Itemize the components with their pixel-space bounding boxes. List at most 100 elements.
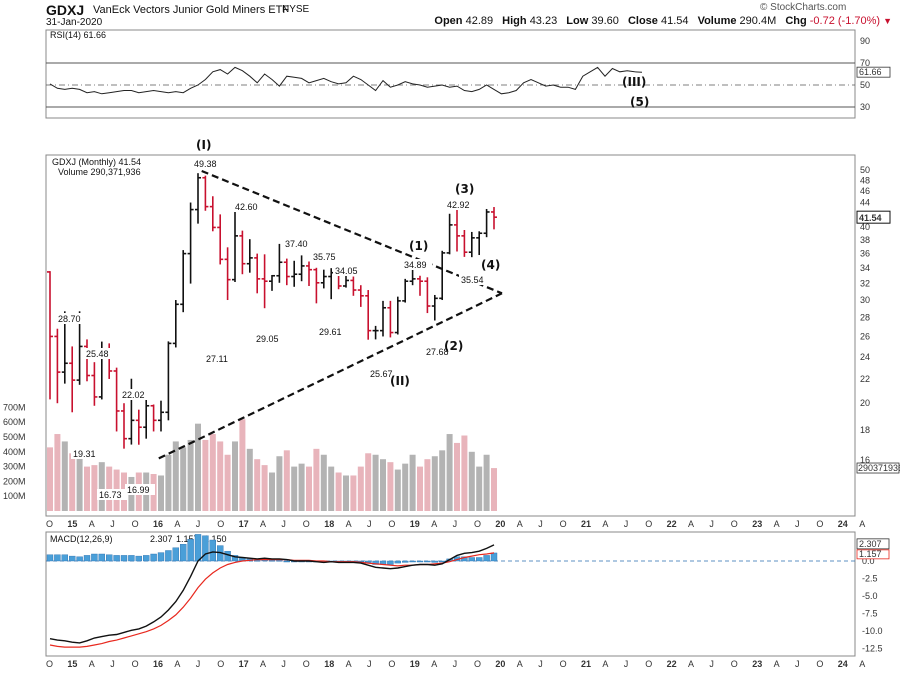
ohlc-bar <box>431 294 438 321</box>
rsi-panel-frame <box>45 29 856 119</box>
macd-x-tick: 22 <box>667 659 677 669</box>
rsi-value-tag-box <box>856 66 891 78</box>
macd-x-tick: J <box>624 659 629 669</box>
macd-histogram-bar <box>409 560 416 563</box>
macd-x-tick: J <box>795 659 800 669</box>
price-x-tick: O <box>132 519 139 529</box>
price-label-box <box>424 346 454 357</box>
wave-label: (2) <box>444 339 463 353</box>
ohlc-bar <box>158 400 164 432</box>
volume-y-tick: 200M <box>3 476 26 486</box>
macd-x-tick: A <box>431 659 437 669</box>
price-x-tick: J <box>709 519 714 529</box>
price-x-tick: A <box>774 519 780 529</box>
ohlc-bar <box>202 175 209 211</box>
wave-label: (5) <box>630 95 649 109</box>
price-y-tick: 34 <box>860 263 870 273</box>
price-y-tick: 26 <box>860 331 870 341</box>
volume-bar <box>54 434 61 511</box>
ohlc-bar <box>209 196 216 232</box>
price-panel-frame <box>45 154 856 517</box>
macd-x-tick: J <box>367 659 372 669</box>
macd-tag-box <box>856 538 890 550</box>
macd-histogram-bar <box>209 539 217 562</box>
ohlc-bar <box>261 254 268 309</box>
macd-histogram-bar <box>224 551 231 562</box>
exchange-label: NYSE <box>282 4 310 15</box>
last-price-tag: 41.54 <box>859 213 882 223</box>
wave-label: (III) <box>622 75 646 89</box>
macd-x-tick: A <box>89 659 95 669</box>
price-x-tick: 21 <box>581 519 591 529</box>
volume-bar <box>224 454 231 511</box>
macd-histogram-bar <box>187 539 194 562</box>
volume-bar <box>446 434 453 511</box>
volume-bar <box>69 453 76 511</box>
macd-histogram-bar <box>157 552 165 562</box>
ohlc-bar <box>343 275 349 288</box>
price-y-tick: 30 <box>860 295 870 305</box>
macd-histogram-bar <box>253 560 261 562</box>
volume-bar <box>343 475 349 511</box>
price-label: 29.61 <box>319 327 342 337</box>
ohlc-bar <box>91 362 98 406</box>
ohlc-bar <box>468 231 475 258</box>
macd-histogram-bar <box>135 555 143 562</box>
rsi-y-tick: 50 <box>860 80 870 90</box>
macd-x-tick: 18 <box>324 659 334 669</box>
price-label: 22.02 <box>122 390 145 400</box>
volume-bar <box>76 457 83 511</box>
volume-label: Volume <box>697 15 737 27</box>
volume-bar <box>91 465 98 511</box>
macd-histogram-bar <box>268 560 276 562</box>
ohlc-bar <box>217 214 224 265</box>
price-x-tick: 24 <box>838 519 848 529</box>
price-label: 16.99 <box>127 485 150 495</box>
price-x-tick: O <box>388 519 395 529</box>
price-label-box <box>333 265 363 276</box>
macd-histogram-bar <box>98 553 106 562</box>
volume-subtitle: Volume 290,371,936 <box>58 167 141 177</box>
price-label-box <box>84 348 114 359</box>
ohlc-bar <box>402 278 409 303</box>
ohlc-bar <box>246 239 253 273</box>
macd-x-tick: O <box>474 659 481 669</box>
price-label-box <box>192 158 222 169</box>
macd-x-tick: J <box>453 659 458 669</box>
price-label-box <box>56 313 86 324</box>
wave-label: (II) <box>390 374 410 388</box>
high-label: High <box>502 15 527 27</box>
price-label-box <box>311 251 341 262</box>
volume-bar <box>180 447 187 511</box>
price-x-tick: A <box>174 519 180 529</box>
ohlc-bar <box>232 210 238 283</box>
price-label-box <box>254 333 284 344</box>
volume-bar <box>409 454 416 511</box>
price-label-box <box>233 201 263 212</box>
ohlc-bar <box>476 231 483 256</box>
price-y-tick: 38 <box>860 235 870 245</box>
price-x-tick: O <box>816 519 823 529</box>
price-label-box <box>120 389 150 400</box>
ohlc-bar <box>298 255 305 282</box>
volume-y-tick: 300M <box>3 462 26 472</box>
volume-bar <box>254 459 261 511</box>
price-y-tick: 40 <box>860 222 870 232</box>
macd-y-tick: -5.0 <box>862 591 878 601</box>
macd-x-tick: J <box>538 659 543 669</box>
macd-x-tick: O <box>46 659 53 669</box>
ohlc-bar <box>291 260 298 287</box>
price-x-tick: 16 <box>153 519 163 529</box>
macd-x-tick: A <box>774 659 780 669</box>
volume-bar <box>217 441 224 511</box>
rsi-value-tag: 61.66 <box>859 67 882 77</box>
volume-bar <box>357 466 364 511</box>
ohlc-bar <box>135 409 142 445</box>
price-x-tick: J <box>538 519 543 529</box>
macd-value: 2.307 <box>150 534 173 544</box>
price-x-tick: J <box>367 519 372 529</box>
price-x-tick: O <box>303 519 310 529</box>
price-x-tick: O <box>474 519 481 529</box>
close-value: 41.54 <box>660 15 689 27</box>
macd-histogram-bar <box>61 554 68 562</box>
